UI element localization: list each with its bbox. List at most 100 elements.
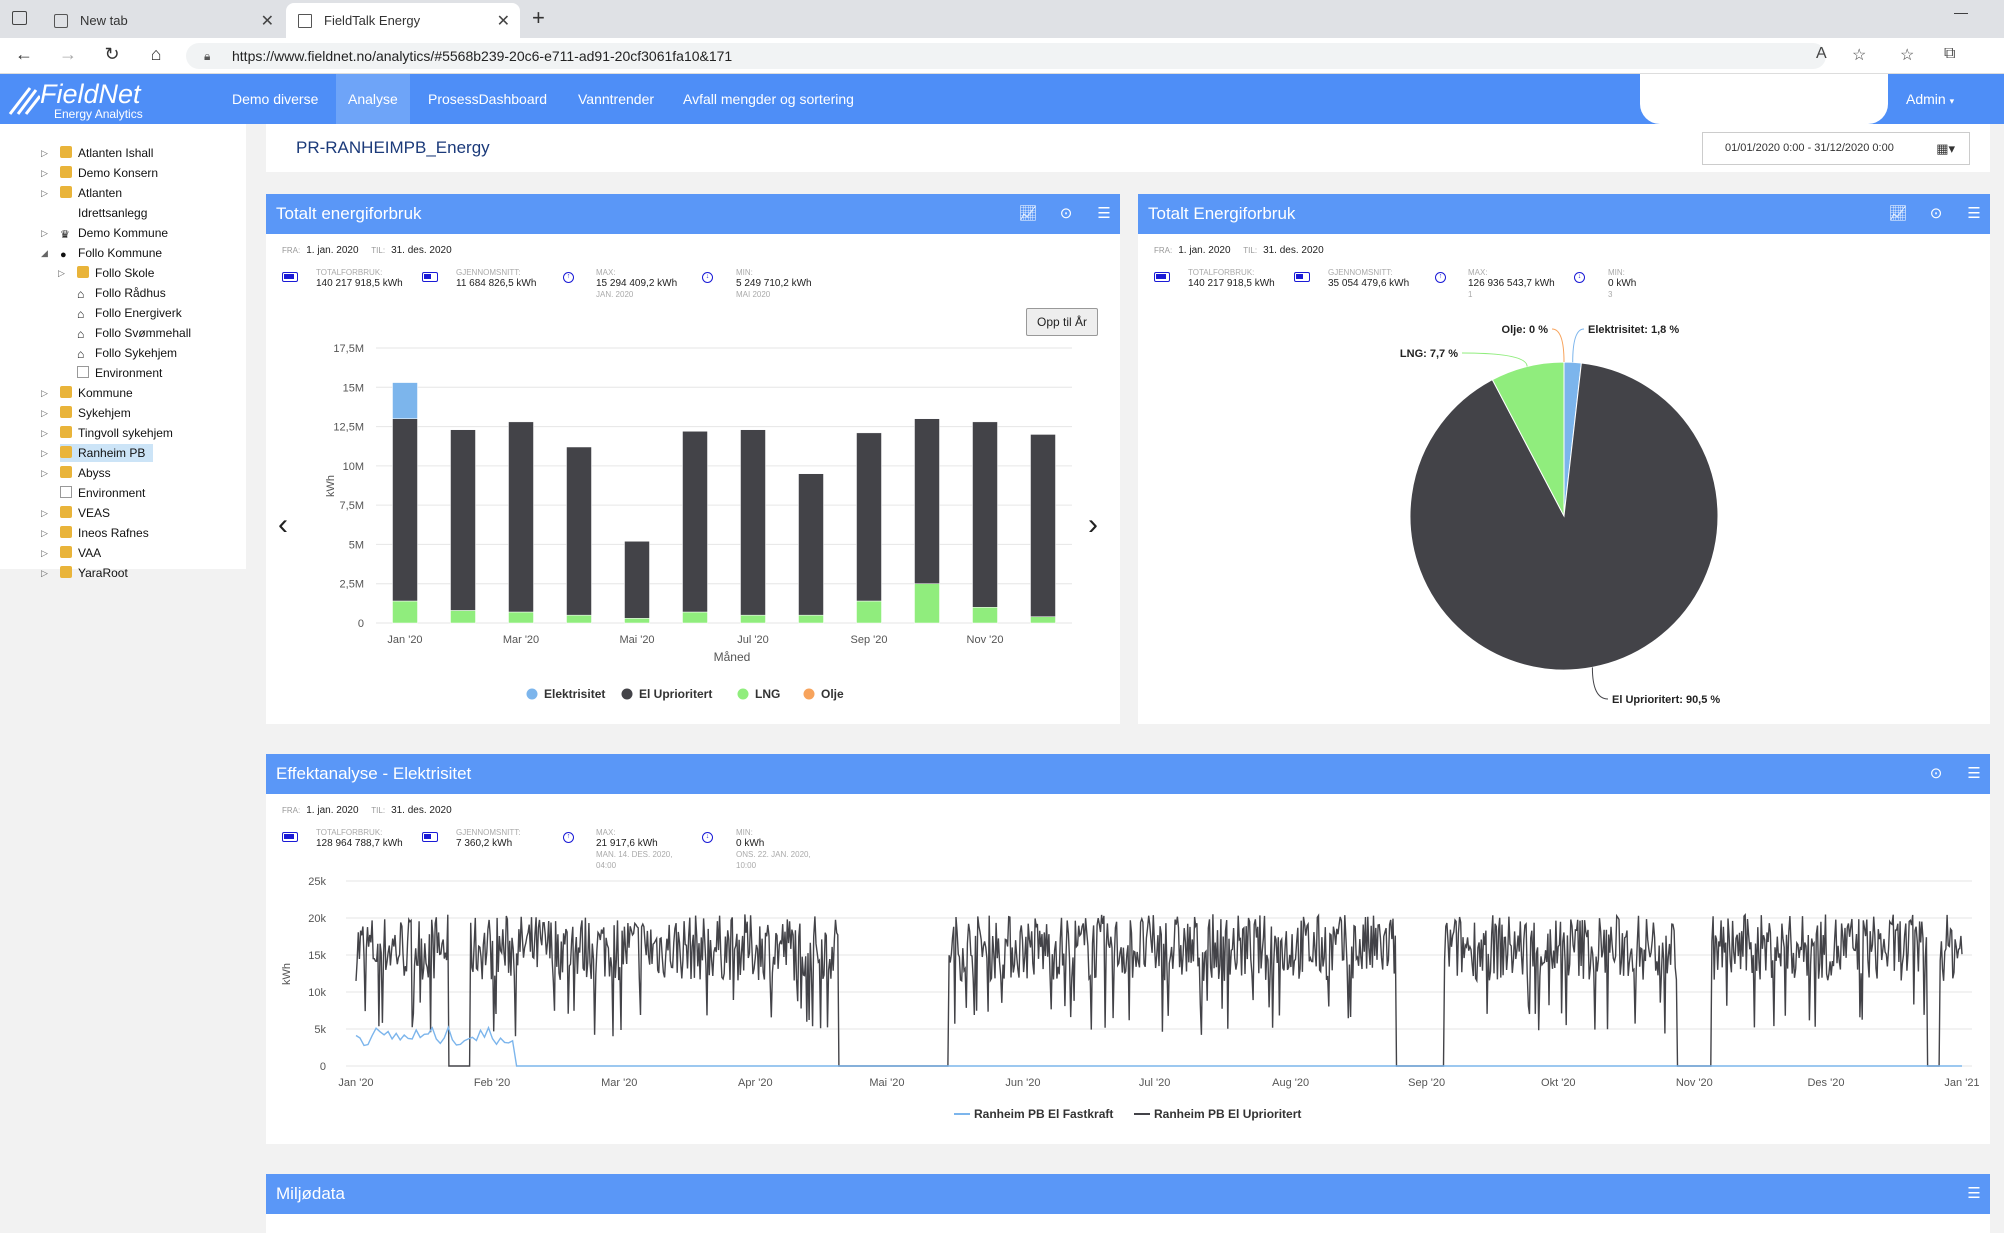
close-icon[interactable]: ✕ bbox=[496, 12, 510, 30]
y-tick-label: 10M bbox=[343, 461, 364, 473]
info-icon[interactable]: ⊙ bbox=[1929, 765, 1943, 782]
tree-item-label: Kommune bbox=[78, 386, 133, 400]
tree-item[interactable]: ▷ Atlanten bbox=[41, 184, 122, 202]
info-icon[interactable]: ⊙ bbox=[1929, 205, 1943, 222]
tree-item[interactable]: ⌂ Follo Sykehjem bbox=[77, 344, 177, 362]
date-range-picker[interactable]: 01/01/2020 0:00 - 31/12/2020 0:00 ▦▾ bbox=[1702, 132, 1970, 165]
caret-right-icon[interactable]: ▷ bbox=[41, 448, 48, 458]
caret-right-icon[interactable]: ▷ bbox=[41, 528, 48, 538]
x-tick-label: Jan '20 bbox=[387, 634, 422, 646]
tree-item[interactable]: ▷ Atlanten Ishall bbox=[41, 144, 153, 162]
caret-right-icon[interactable]: ▷ bbox=[41, 228, 48, 238]
tree-item[interactable]: ⌂ Follo Rådhus bbox=[77, 284, 166, 302]
chevron-left-icon[interactable]: ‹ bbox=[278, 508, 288, 541]
menu-icon[interactable]: ☰ bbox=[1967, 765, 1981, 782]
minimize-button[interactable]: — bbox=[1954, 4, 1968, 20]
browser-tab-new[interactable]: New tab ✕ bbox=[44, 3, 284, 38]
back-icon[interactable]: ← bbox=[15, 44, 33, 64]
legend-marker bbox=[803, 688, 815, 700]
caret-right-icon[interactable]: ▷ bbox=[41, 508, 48, 518]
tree-item[interactable]: ▷ ♛ Demo Kommune bbox=[41, 224, 168, 242]
legend-marker bbox=[621, 688, 633, 700]
close-icon[interactable]: ✕ bbox=[260, 12, 274, 30]
menu-icon[interactable]: ☰ bbox=[1967, 1185, 1981, 1202]
caret-right-icon[interactable]: ▷ bbox=[58, 268, 65, 278]
favorite-add-icon[interactable]: ☆ bbox=[1852, 47, 1867, 64]
menu-analyse[interactable]: Analyse bbox=[336, 74, 410, 124]
stat-max: MAX: 21 917,6 kWh MAN. 14. DES. 2020, 04:0… bbox=[596, 827, 686, 871]
tree-item[interactable]: ▷ YaraRoot bbox=[41, 564, 128, 582]
read-aloud-icon[interactable]: A bbox=[1816, 45, 1827, 62]
url-field[interactable]: 🔒︎ https://www.fieldnet.no/analytics/#55… bbox=[186, 43, 1826, 69]
battery-full-icon bbox=[282, 272, 298, 282]
caret-right-icon[interactable]: ▷ bbox=[41, 408, 48, 418]
opp-til-ar-button[interactable]: Opp til År bbox=[1026, 308, 1098, 336]
folder-icon bbox=[60, 506, 72, 518]
tree-item-label: Follo Kommune bbox=[78, 246, 163, 260]
forward-icon[interactable]: → bbox=[59, 44, 77, 64]
caret-right-icon[interactable]: ▷ bbox=[41, 168, 48, 178]
stat-sub: 3 bbox=[1608, 290, 1613, 299]
collections-icon[interactable]: ⧉ bbox=[1944, 45, 1956, 62]
fieldnet-logo[interactable]: FieldNet Energy Analytics bbox=[8, 80, 143, 120]
bar-chart: 0 2,5M 5M 7,5M 10M 12,5M 15M 17,5M kWh Jan '20 Mar… bbox=[325, 343, 1072, 701]
tree-item[interactable]: ▷ Sykehjem bbox=[41, 404, 131, 422]
menu-avfall[interactable]: Avfall mengder og sortering bbox=[683, 91, 854, 107]
tree-item[interactable]: Environment bbox=[60, 484, 145, 502]
menu-demo-diverse[interactable]: Demo diverse bbox=[232, 91, 319, 107]
house-icon: ⌂ bbox=[77, 347, 85, 361]
caret-right-icon[interactable]: ▷ bbox=[41, 188, 48, 198]
bar-segment bbox=[508, 421, 534, 613]
folder-icon bbox=[60, 466, 72, 478]
bar-segment bbox=[682, 431, 708, 613]
x-tick-label: Okt '20 bbox=[1541, 1077, 1576, 1089]
favorites-icon[interactable]: ☆ bbox=[1900, 47, 1915, 64]
spacer bbox=[60, 206, 72, 218]
caret-right-icon[interactable]: ▷ bbox=[41, 548, 48, 558]
tab-actions-icon[interactable] bbox=[12, 11, 27, 25]
caret-right-icon[interactable]: ▷ bbox=[41, 468, 48, 478]
user-info-box bbox=[1640, 74, 1888, 124]
new-tab-button[interactable]: + bbox=[532, 5, 545, 30]
chevron-right-icon[interactable]: › bbox=[1088, 508, 1098, 541]
tree-item[interactable]: ⌂ Follo Svømmehall bbox=[77, 324, 191, 342]
reload-icon[interactable]: ↻ bbox=[104, 44, 120, 64]
tree-item[interactable]: ▷ Abyss bbox=[41, 464, 111, 482]
tree-item[interactable]: ▷ Ineos Rafnes bbox=[41, 524, 149, 542]
y-tick-label: 20k bbox=[308, 913, 326, 925]
home-icon[interactable]: ⌂ bbox=[150, 44, 162, 64]
stat-label: GJENNOMSNITT: bbox=[1328, 268, 1393, 277]
tree-item[interactable]: ▷ Kommune bbox=[41, 384, 133, 402]
chart-type-icon[interactable]: 📈︎ bbox=[1018, 205, 1038, 222]
pie-connector bbox=[1591, 667, 1609, 700]
menu-vanntrender[interactable]: Vanntrender bbox=[578, 91, 655, 107]
browser-tab-fieldtalk[interactable]: FieldTalk Energy ✕ bbox=[286, 3, 520, 38]
caret-right-icon[interactable]: ▷ bbox=[41, 148, 48, 158]
caret-down-icon[interactable]: ◢ bbox=[41, 248, 48, 258]
tree-item[interactable]: ▷ VAA bbox=[41, 544, 101, 562]
y-tick-label: 25k bbox=[308, 876, 326, 888]
tree-item[interactable]: Idrettsanlegg bbox=[60, 204, 147, 222]
caret-right-icon[interactable]: ▷ bbox=[41, 428, 48, 438]
caret-right-icon[interactable]: ▷ bbox=[41, 388, 48, 398]
tree-item[interactable]: ⌂ Follo Energiverk bbox=[77, 304, 182, 322]
menu-icon[interactable]: ☰ bbox=[1967, 205, 1981, 222]
menu-prosessdashboard[interactable]: ProsessDashboard bbox=[428, 91, 548, 107]
tree-item[interactable]: ▷ VEAS bbox=[41, 504, 110, 522]
chart-type-icon[interactable]: 📈︎ bbox=[1888, 205, 1908, 222]
menu-icon[interactable]: ☰ bbox=[1097, 205, 1111, 222]
tree-item[interactable]: ▷ Demo Konsern bbox=[41, 164, 158, 182]
tree-item[interactable]: ▷ Tingvoll sykehjem bbox=[41, 424, 173, 442]
caret-right-icon[interactable]: ▷ bbox=[41, 568, 48, 578]
browser-tab-strip: New tab ✕ FieldTalk Energy ✕ + — bbox=[0, 0, 2004, 38]
admin-menu[interactable]: Admin ▾ bbox=[1906, 74, 1954, 126]
info-icon[interactable]: ⊙ bbox=[1059, 205, 1073, 222]
tree-item[interactable]: ◢ ● Follo Kommune bbox=[41, 244, 163, 262]
stat-sub: JAN. 2020 bbox=[596, 290, 634, 299]
tree-item-label: Environment bbox=[95, 366, 163, 380]
tree-item[interactable]: ▷ Ranheim PB bbox=[41, 444, 154, 462]
tree-item[interactable]: Environment bbox=[77, 364, 162, 382]
stat-value: 126 936 543,7 kWh bbox=[1468, 278, 1555, 289]
x-tick-label: Jun '20 bbox=[1005, 1077, 1040, 1089]
tree-item[interactable]: ▷ Follo Skole bbox=[58, 264, 154, 282]
